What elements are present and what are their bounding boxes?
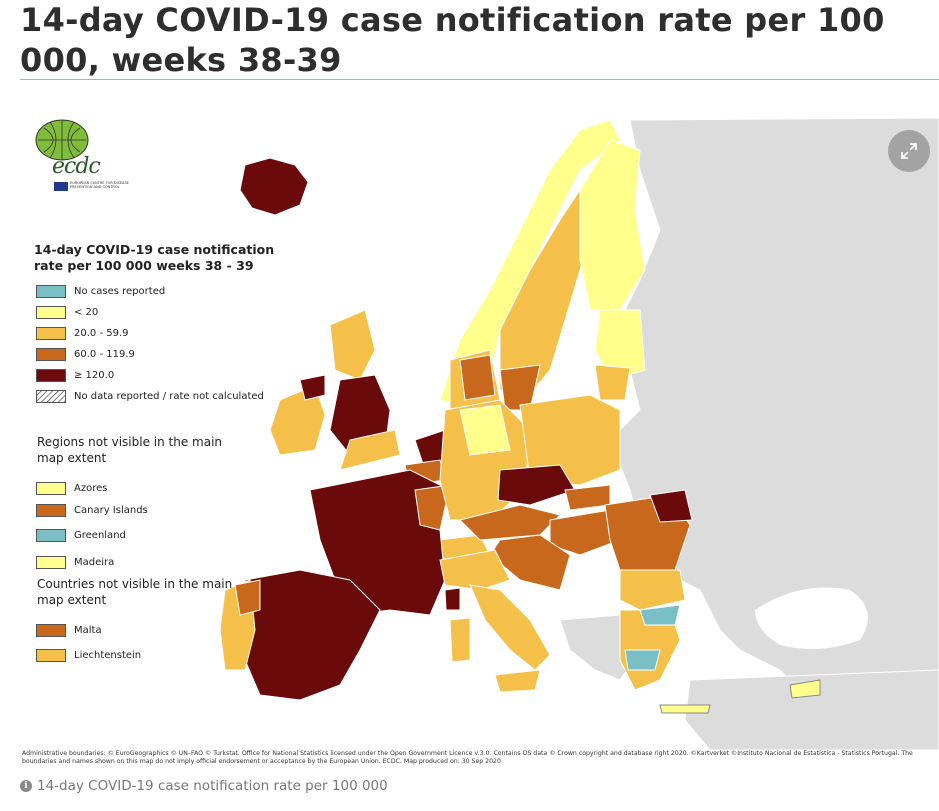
legend-label: < 20: [74, 306, 99, 318]
czechia: [497, 464, 576, 506]
cyprus: [789, 679, 821, 699]
region-item: Madeira: [36, 555, 114, 569]
europe-map: [219, 117, 939, 750]
legend-swatch: [36, 305, 66, 319]
finland: [579, 139, 646, 311]
ecdc-wordmark: ecdc: [52, 154, 101, 179]
legend-label: No cases reported: [74, 285, 166, 297]
caption-text: 14-day COVID-19 case notification rate p…: [37, 778, 388, 794]
legend-swatch: [36, 284, 66, 298]
iceland: [239, 157, 309, 216]
image-caption: i 14-day COVID-19 case notification rate…: [20, 778, 388, 794]
scotland: [329, 309, 376, 381]
region-swatch: [36, 528, 66, 542]
country-label: Malta: [74, 624, 102, 636]
country-label: Liechtenstein: [74, 649, 142, 661]
info-icon: i: [20, 780, 32, 792]
northern-ireland: [299, 374, 326, 401]
regions-heading: Regions not visible in the main map exte…: [37, 435, 223, 465]
region-swatch: [36, 481, 66, 495]
region-item: Canary Islands: [36, 503, 148, 517]
germany-north: [459, 404, 511, 456]
hungary: [549, 509, 621, 556]
norway: [439, 119, 621, 411]
country-item: Liechtenstein: [36, 648, 141, 662]
region-label: Madeira: [74, 556, 115, 568]
legend-item: 60.0 - 119.9: [36, 347, 135, 361]
legend-label: No data reported / rate not calculated: [74, 390, 264, 402]
country-swatch: [36, 623, 66, 637]
legend-swatch-hatched: [36, 389, 66, 403]
legend-label: ≥ 120.0: [74, 369, 115, 381]
map-attribution: Administrative boundaries: © EuroGeograp…: [22, 750, 913, 765]
italy: [469, 584, 551, 671]
legend-item: 20.0 - 59.9: [36, 326, 129, 340]
crete: [659, 704, 711, 714]
legend-title: 14-day COVID-19 case notification rate p…: [34, 242, 275, 273]
page-title: 14-day COVID-19 case notification rate p…: [20, 1, 885, 79]
france-east: [414, 484, 451, 531]
romania-north: [649, 489, 693, 523]
black-sea: [755, 587, 868, 649]
region-item: Azores: [36, 481, 107, 495]
title-divider: [20, 79, 939, 80]
ecdc-logo: [34, 118, 129, 198]
legend-swatch: [36, 326, 66, 340]
ecdc-subtitle: EUROPEAN CENTRE FOR DISEASE PREVENTION A…: [70, 181, 129, 189]
legend-item: < 20: [36, 305, 98, 319]
legend-label: 60.0 - 119.9: [74, 348, 135, 360]
corsica: [444, 587, 461, 611]
country-item: Malta: [36, 623, 102, 637]
portugal-north: [234, 579, 261, 616]
region-label: Canary Islands: [74, 504, 148, 516]
region-label: Greenland: [74, 529, 126, 541]
slovakia: [564, 484, 611, 511]
region-swatch: [36, 555, 66, 569]
england-south: [339, 429, 401, 471]
legend-item: ≥ 120.0: [36, 368, 114, 382]
sicily: [494, 669, 541, 693]
bulgaria: [619, 569, 686, 611]
legend-label: 20.0 - 59.9: [74, 327, 129, 339]
sardinia: [449, 617, 471, 663]
map-image: [20, 110, 939, 750]
legend-item: No cases reported: [36, 284, 165, 298]
expand-map-button[interactable]: [888, 130, 930, 172]
greece-teal: [639, 604, 681, 626]
legend-swatch: [36, 368, 66, 382]
eu-flag-icon: [54, 182, 68, 191]
countries-heading: Countries not visible in the main map ex…: [37, 577, 233, 607]
legend-swatch: [36, 347, 66, 361]
denmark: [459, 354, 496, 401]
italy-north: [439, 549, 511, 591]
region-label: Azores: [74, 482, 108, 494]
spain: [244, 569, 381, 701]
region-item: Greenland: [36, 528, 126, 542]
expand-arrows-icon: [901, 143, 917, 159]
region-swatch: [36, 503, 66, 517]
baltics-south: [594, 364, 631, 401]
globe-icon: [35, 119, 89, 161]
greece-teal-south: [624, 649, 661, 671]
legend-item: No data reported / rate not calculated: [36, 389, 264, 403]
country-swatch: [36, 648, 66, 662]
